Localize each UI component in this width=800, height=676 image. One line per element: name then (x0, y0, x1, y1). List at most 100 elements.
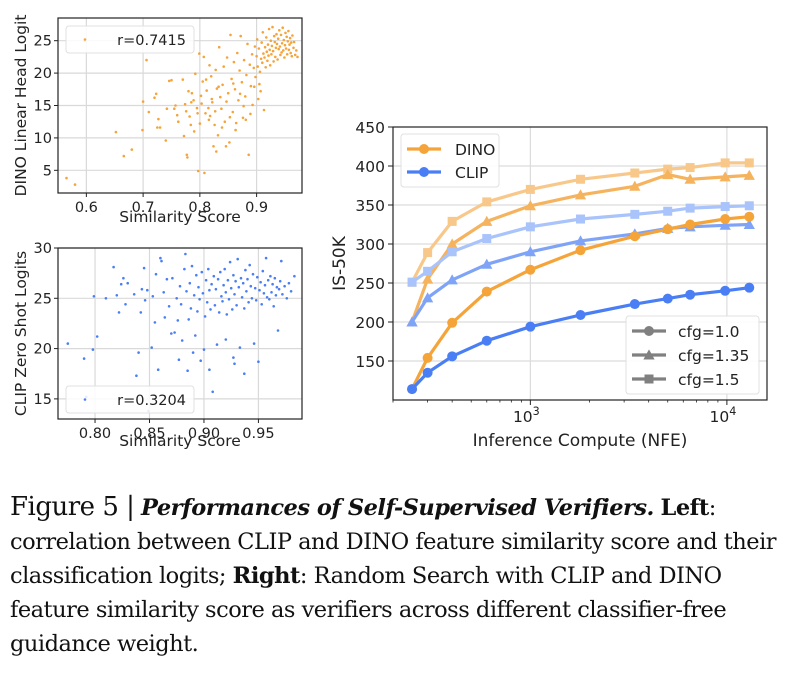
series-clip-cfg-1-5 (407, 201, 754, 287)
scatter-point (112, 265, 115, 269)
scatter-point (252, 66, 256, 70)
scatter-point (257, 360, 260, 364)
scatter-point (233, 293, 236, 296)
scatter-point (241, 281, 245, 285)
data-point (421, 273, 434, 284)
data-point (720, 202, 730, 212)
scatter-point (239, 276, 243, 280)
scatter-point (117, 311, 121, 314)
scatter-point (274, 55, 277, 59)
scatter-point (114, 130, 118, 134)
scatter-point (92, 295, 96, 298)
scatter-point (242, 58, 246, 62)
scatter-point (119, 282, 123, 286)
scatter-point (236, 51, 239, 55)
scatter-point (282, 49, 285, 52)
scatter-point (253, 286, 257, 290)
y-tick-label: 400 (355, 158, 385, 176)
data-point (630, 209, 640, 219)
scatter-point (156, 368, 160, 372)
scatter-point (199, 94, 203, 98)
scatter-point (208, 114, 212, 118)
scatter-point (222, 283, 225, 287)
scatter-point (200, 102, 203, 105)
scatter-point (272, 34, 276, 38)
scatter-point (179, 303, 183, 306)
scatter-point (282, 38, 286, 42)
data-point (447, 317, 458, 328)
scatter-point (224, 291, 228, 294)
scatter-point (233, 88, 237, 91)
legend-marker (644, 326, 654, 336)
scatter-point (232, 60, 236, 64)
scatter-point (276, 37, 280, 40)
scatter-point (221, 83, 224, 87)
data-point (421, 292, 434, 303)
scatter-point (150, 346, 153, 349)
scatter-point (204, 278, 208, 282)
data-point (525, 222, 535, 232)
scatter-point (158, 126, 162, 129)
scatter-point (274, 46, 278, 50)
scatter-point (293, 53, 297, 57)
scatter-point (271, 282, 274, 286)
scatter-point (231, 110, 235, 114)
scatter-point (194, 334, 197, 337)
data-point (446, 274, 458, 285)
scatter-point (222, 65, 225, 68)
scatter-point (162, 291, 165, 294)
scatter-point (219, 95, 222, 99)
scatter-point (255, 38, 259, 41)
scatter-point (212, 274, 216, 278)
scatter-point (171, 276, 174, 280)
scatter-point (233, 362, 236, 366)
scatter-point (115, 294, 119, 297)
scatter-point (65, 176, 68, 180)
scatter-point (275, 285, 279, 289)
scatter-point (146, 288, 149, 292)
data-point (447, 247, 457, 257)
scatter-point (287, 29, 290, 33)
scatter-point (244, 268, 247, 272)
data-point (576, 174, 586, 184)
cfg-legend: cfg=1.0 cfg=1.35 cfg=1.5 (625, 315, 760, 395)
scatter-point (184, 252, 187, 256)
caption-figure-label: Figure 5 | (10, 492, 135, 522)
scatter-point (192, 99, 195, 102)
scatter-point (220, 295, 223, 298)
scatter-point (122, 154, 126, 158)
scatter-point (251, 272, 255, 276)
scatter-point (205, 89, 208, 92)
scatter-point (278, 29, 281, 32)
scatter-point (229, 33, 232, 37)
scatter-point (198, 52, 201, 55)
scatter-point (170, 78, 173, 82)
scatter-point (279, 33, 283, 37)
x-axis-label: Similarity Score (119, 208, 241, 226)
scatter-point (139, 311, 143, 314)
scatter-point (280, 42, 284, 45)
data-point (662, 168, 674, 180)
scatter-point (246, 42, 249, 46)
scatter-point (213, 110, 217, 113)
data-point (575, 309, 586, 320)
plot-frame (57, 17, 303, 194)
scatter-point (257, 47, 261, 50)
scatter-point (202, 348, 206, 351)
scatter-point (261, 61, 264, 64)
x-tick-label: 0.95 (242, 426, 274, 442)
scatter-point (270, 53, 273, 56)
scatter-point (207, 106, 210, 110)
clip-scatter-plot: 0.80 0.85 0.90 0.95 15 20 25 30 r=0.3204 Similari… (12, 241, 303, 450)
series-clip-cfg-1-0 (407, 282, 755, 395)
scatter-point (252, 342, 256, 345)
scatter-point (196, 169, 200, 173)
scatter-point (204, 78, 208, 81)
scatter-point (276, 329, 280, 332)
verifier-legend: DINO CLIP (400, 133, 500, 188)
scatter-point (232, 356, 235, 359)
x-tick-label: 0.90 (188, 426, 220, 442)
scatter-point (265, 296, 269, 299)
scatter-point (253, 45, 257, 48)
data-point (685, 289, 696, 300)
